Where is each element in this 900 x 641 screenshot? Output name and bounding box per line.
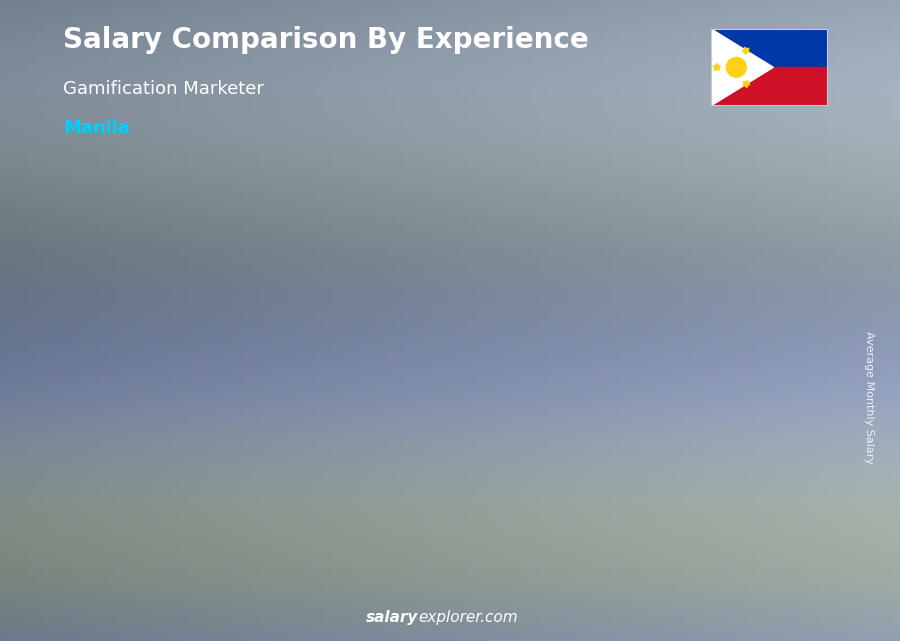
Bar	[113, 470, 178, 577]
Text: 55,100 PHP: 55,100 PHP	[574, 281, 651, 294]
Polygon shape	[578, 297, 586, 588]
Polygon shape	[459, 320, 468, 587]
Text: Average Monthly Salary: Average Monthly Salary	[863, 331, 874, 464]
Bar	[704, 274, 769, 577]
Polygon shape	[742, 47, 750, 54]
Text: 41,500 PHP: 41,500 PHP	[338, 350, 414, 363]
Text: salary: salary	[366, 610, 418, 625]
Text: Gamification Marketer: Gamification Marketer	[63, 80, 264, 98]
Polygon shape	[223, 435, 231, 583]
Text: +34%: +34%	[167, 366, 230, 385]
Bar	[231, 435, 296, 577]
Text: explorer.com: explorer.com	[418, 610, 518, 625]
Polygon shape	[742, 80, 750, 88]
Text: Manila: Manila	[63, 119, 130, 137]
Bar	[586, 297, 651, 577]
Polygon shape	[711, 29, 773, 106]
Polygon shape	[696, 274, 704, 589]
Circle shape	[728, 59, 745, 76]
Text: 28,000 PHP: 28,000 PHP	[220, 419, 296, 432]
Polygon shape	[696, 274, 769, 287]
Text: +8%: +8%	[646, 177, 697, 196]
Polygon shape	[459, 320, 533, 331]
Bar	[468, 320, 533, 577]
Polygon shape	[105, 470, 178, 474]
Bar	[711, 67, 828, 106]
Text: 21,000 PHP: 21,000 PHP	[110, 453, 186, 466]
Polygon shape	[223, 435, 296, 440]
Polygon shape	[713, 63, 721, 71]
Text: 50,500 PHP: 50,500 PHP	[456, 304, 532, 317]
Polygon shape	[341, 366, 349, 585]
Text: 59,600 PHP: 59,600 PHP	[692, 258, 769, 271]
Text: +22%: +22%	[403, 231, 467, 250]
Text: Salary Comparison By Experience: Salary Comparison By Experience	[63, 26, 589, 54]
Polygon shape	[105, 470, 113, 581]
Text: +9%: +9%	[528, 204, 578, 222]
Bar	[349, 366, 414, 577]
Bar	[711, 29, 828, 67]
Polygon shape	[578, 297, 651, 308]
Polygon shape	[341, 366, 414, 375]
Text: +48%: +48%	[285, 285, 348, 304]
